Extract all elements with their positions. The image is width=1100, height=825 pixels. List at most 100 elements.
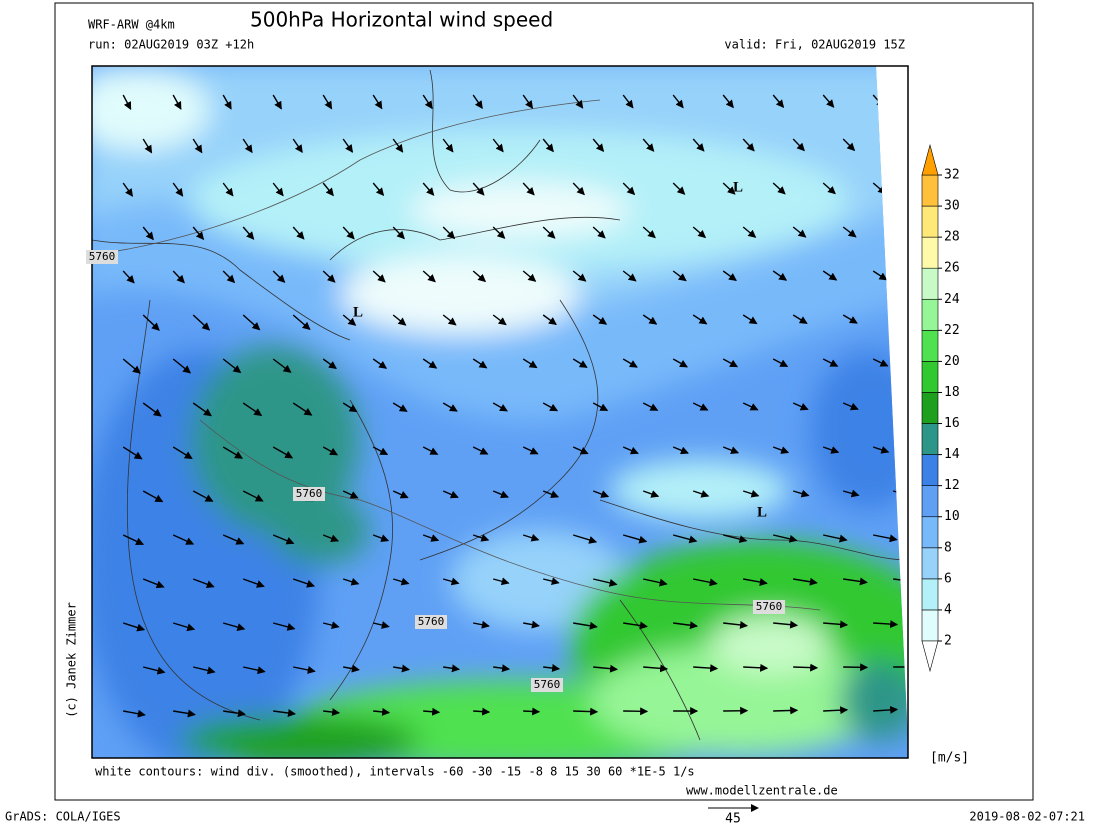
wind-arrow — [272, 446, 294, 459]
wind-arrow — [692, 138, 705, 152]
wind-arrow — [722, 358, 739, 368]
wind-arrow — [292, 226, 305, 240]
wind-arrow — [892, 314, 908, 324]
wind-arrow — [172, 358, 192, 374]
wind-arrow — [242, 138, 253, 154]
colorbar-segment — [921, 454, 939, 486]
wind-arrow — [242, 314, 261, 331]
colorbar-tick-label: 20 — [944, 354, 960, 369]
wind-arrow — [292, 314, 311, 331]
outer-frame — [54, 2, 1034, 801]
colorbar-tick-label: 2 — [944, 634, 952, 649]
wind-arrow — [442, 226, 456, 240]
wind-arrow — [522, 270, 537, 282]
wind-arrow — [622, 446, 639, 455]
colorbar-segment — [921, 516, 939, 549]
wind-arrow — [522, 182, 535, 196]
wind-arrow — [622, 94, 634, 109]
wind-arrow — [592, 226, 606, 239]
wind-arrow — [173, 709, 196, 718]
wind-arrow — [822, 358, 839, 367]
wind-arrow — [442, 314, 457, 326]
wind-arrow — [542, 138, 554, 153]
wind-arrow — [222, 622, 246, 631]
wind-arrow — [742, 226, 757, 238]
wind-arrow — [842, 489, 860, 498]
wind-arrow — [642, 226, 656, 239]
wind-arrow — [742, 138, 755, 152]
wind-arrow — [493, 577, 510, 586]
wind-arrow — [122, 270, 135, 284]
wind-arrow — [122, 446, 143, 460]
wind-arrow — [773, 620, 799, 629]
wind-arrow — [442, 402, 458, 412]
wind-arrow — [742, 489, 760, 498]
wind-arrow — [273, 622, 296, 631]
wind-arrow — [272, 94, 282, 110]
wind-arrow — [593, 664, 619, 673]
wind-arrow — [673, 534, 698, 544]
low-marker: L — [353, 304, 363, 320]
map-labels: 5760 5760 5760 5760 5760 L L L — [86, 179, 785, 692]
wind-arrow — [873, 705, 899, 714]
wind-arrow — [623, 621, 648, 630]
wind-arrow — [722, 182, 736, 195]
wind-arrow — [792, 314, 808, 324]
wind-arrow — [392, 226, 405, 240]
wind-arrow — [523, 707, 541, 716]
wind-arrow — [342, 226, 355, 240]
wind-arrow — [822, 182, 836, 195]
wind-arrow — [842, 314, 858, 324]
wind-arrow — [293, 666, 316, 674]
wind-arrow — [372, 182, 385, 197]
wind-arrow — [372, 358, 388, 369]
colorbar-tick-label: 12 — [944, 478, 960, 493]
wind-arrow — [792, 402, 809, 411]
wind-arrow — [323, 708, 341, 717]
wind-arrow — [122, 94, 132, 111]
wind-arrow — [422, 534, 440, 542]
wind-arrow — [123, 709, 146, 718]
wind-arrow — [342, 138, 354, 153]
contour-label: 5760 — [756, 600, 783, 613]
colorbar-tick-label: 18 — [944, 385, 960, 400]
wind-arrow — [493, 664, 511, 673]
wind-arrow — [642, 138, 655, 152]
wind-arrow — [443, 664, 460, 673]
colorbar-tick-label: 30 — [944, 199, 960, 214]
contour-label: 5760 — [534, 678, 561, 691]
unit-label: [m/s] — [930, 751, 969, 766]
colorbar-segment — [921, 174, 939, 207]
wind-arrow — [673, 621, 698, 630]
wind-arrow — [642, 402, 659, 411]
wind-arrow — [622, 534, 648, 544]
map-frame — [91, 65, 909, 759]
wind-arrow — [322, 270, 336, 283]
wind-arrow — [693, 664, 719, 673]
wind-arrow — [222, 182, 234, 197]
colorbar-segment — [921, 609, 939, 642]
wind-arrow — [192, 402, 212, 417]
wind-arrow — [442, 138, 454, 153]
wind-arrow — [643, 664, 669, 673]
wind-arrow — [723, 620, 749, 629]
wind-arrow — [142, 314, 160, 331]
wind-arrow — [672, 446, 689, 455]
wind-arrow — [842, 226, 857, 238]
wind-arrow — [422, 358, 438, 369]
wind-arrow — [572, 94, 584, 109]
website: www.modellzentrale.de — [686, 784, 838, 798]
wind-arrow — [743, 663, 769, 672]
wind-arrow — [343, 664, 360, 673]
wind-arrow — [392, 577, 410, 586]
colorbar-tick-label: 26 — [944, 261, 960, 276]
wind-arrow — [172, 182, 184, 197]
wind-arrow — [722, 270, 737, 282]
wind-arrow — [472, 446, 489, 455]
wind-arrow — [573, 621, 598, 630]
wind-arrow — [292, 138, 303, 154]
timestamp: 2019-08-02-07:21 — [969, 810, 1085, 824]
wind-arrow — [672, 182, 686, 195]
wind-arrow — [872, 358, 889, 367]
wind-arrow — [142, 578, 165, 589]
